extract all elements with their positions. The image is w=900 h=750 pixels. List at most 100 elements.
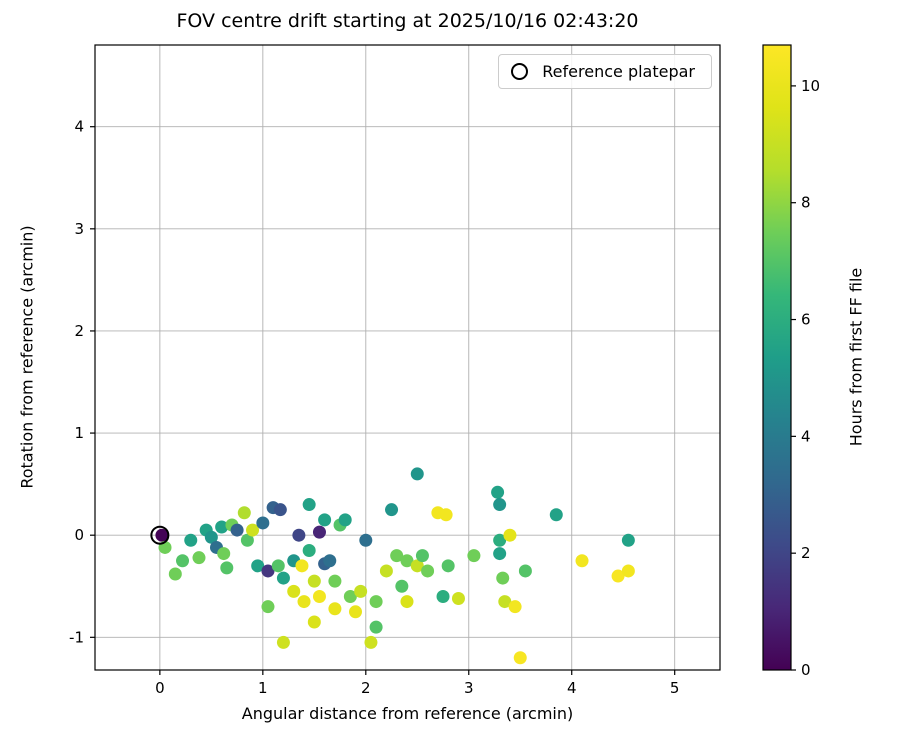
scatter-point <box>385 503 399 517</box>
scatter-point <box>220 561 234 575</box>
scatter-point <box>421 564 435 578</box>
scatter-point <box>302 544 316 558</box>
scatter-point <box>621 564 635 578</box>
scatter-point <box>343 589 357 603</box>
scatter-point <box>307 615 321 629</box>
scatter-point <box>276 635 290 649</box>
scatter-point <box>168 567 182 581</box>
scatter-point <box>410 467 424 481</box>
scatter-point <box>312 525 326 539</box>
scatter-point <box>518 564 532 578</box>
scatter-point <box>513 651 527 665</box>
scatter-point <box>611 569 625 583</box>
scatter-point <box>230 523 244 537</box>
scatter-point <box>369 620 383 634</box>
scatter-point <box>503 528 517 542</box>
chart-title: FOV centre drift starting at 2025/10/16 … <box>176 10 639 32</box>
scatter-point <box>354 584 368 598</box>
scatter-point <box>451 592 465 606</box>
scatter-point <box>287 584 301 598</box>
axes-box <box>94 44 721 671</box>
y-tick-label: 3 <box>74 220 84 238</box>
reference-platepar-marker-icon <box>511 63 529 80</box>
y-tick-label: 4 <box>74 118 84 136</box>
scatter-point <box>261 600 275 614</box>
x-tick-label: 5 <box>670 679 680 697</box>
scatter-point <box>292 528 306 542</box>
scatter-point <box>217 547 231 561</box>
y-tick-label: 2 <box>74 322 84 340</box>
y-tick-label: 0 <box>74 526 84 544</box>
scatter-point <box>364 635 378 649</box>
scatter-point <box>400 554 414 568</box>
scatter-point <box>410 559 424 573</box>
scatter-point <box>328 602 342 616</box>
scatter-point <box>338 513 352 527</box>
scatter-point <box>493 533 507 547</box>
x-tick-label: 4 <box>567 679 577 697</box>
scatter-point <box>498 595 512 609</box>
scatter-point <box>328 574 342 588</box>
y-tick-label: 1 <box>74 424 84 442</box>
scatter-point <box>307 574 321 588</box>
colorbar-tick-label: 2 <box>801 544 811 562</box>
scatter-point <box>246 523 260 537</box>
x-tick-label: 3 <box>464 679 474 697</box>
scatter-point <box>369 595 383 609</box>
y-tick-label: -1 <box>69 628 84 646</box>
scatter-point <box>256 516 270 530</box>
scatter-point <box>215 520 229 534</box>
legend: Reference platepar <box>498 54 712 89</box>
scatter-point <box>261 564 275 578</box>
scatter-point <box>349 605 363 619</box>
scatter-point <box>379 564 393 578</box>
scatter-point <box>493 547 507 561</box>
colorbar-label: Hours from first FF file <box>846 267 866 447</box>
scatter-point <box>240 533 254 547</box>
scatter-point <box>155 528 169 542</box>
colorbar-tick-label: 0 <box>801 661 811 679</box>
scatter-point <box>359 533 373 547</box>
scatter-point <box>549 508 563 522</box>
scatter-point <box>415 549 429 563</box>
scatter-point <box>439 508 453 522</box>
x-tick-label: 2 <box>361 679 371 697</box>
colorbar <box>762 44 792 671</box>
colorbar-tick-label: 10 <box>801 77 820 95</box>
reference-platepar-marker <box>150 525 170 545</box>
scatter-point <box>400 595 414 609</box>
scatter-point <box>184 533 198 547</box>
scatter-point <box>302 498 316 512</box>
x-tick-label: 0 <box>155 679 165 697</box>
y-axis-label: Rotation from reference (arcmin) <box>17 225 37 489</box>
scatter-point <box>441 559 455 573</box>
scatter-point <box>575 554 589 568</box>
scatter-point <box>192 551 206 565</box>
scatter-point <box>176 554 190 568</box>
scatter-point <box>467 549 481 563</box>
scatter-point <box>204 530 218 544</box>
scatter-point <box>323 554 337 568</box>
scatter-point <box>493 498 507 512</box>
colorbar-tick-label: 6 <box>801 311 811 329</box>
scatter-point <box>621 533 635 547</box>
scatter-point <box>496 571 510 585</box>
scatter-point <box>297 595 311 609</box>
scatter-point <box>390 549 404 563</box>
scatter-point <box>237 506 251 520</box>
scatter-point <box>251 559 265 573</box>
scatter-point <box>436 589 450 603</box>
scatter-point <box>318 513 332 527</box>
x-axis-label: Angular distance from reference (arcmin) <box>241 704 574 723</box>
scatter-point <box>395 579 409 593</box>
scatter-point <box>271 559 285 573</box>
scatter-point <box>295 559 309 573</box>
x-tick-label: 1 <box>258 679 268 697</box>
scatter-point <box>508 600 522 614</box>
legend-label: Reference platepar <box>542 62 695 81</box>
scatter-point <box>491 485 505 499</box>
colorbar-tick-label: 4 <box>801 427 811 445</box>
scatter-point <box>273 503 287 517</box>
